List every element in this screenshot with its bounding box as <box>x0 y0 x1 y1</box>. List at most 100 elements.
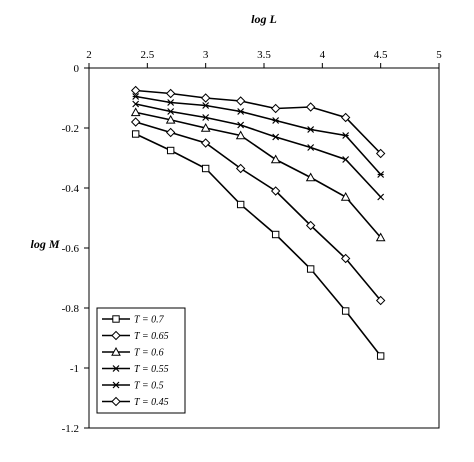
series-t045 <box>130 85 386 159</box>
series-line <box>135 121 382 302</box>
data-point <box>111 330 121 341</box>
marker-stroke <box>342 156 350 163</box>
data-point <box>340 112 351 123</box>
marker-stroke <box>237 121 245 129</box>
marker-stroke <box>377 193 385 201</box>
data-point <box>272 133 280 141</box>
data-point <box>271 230 280 239</box>
y-tick-label: -0.6 <box>62 243 80 255</box>
x-axis-title: log L <box>251 12 277 26</box>
y-tick-label: -1 <box>70 363 79 375</box>
marker-stroke <box>132 100 140 108</box>
legend-label: T = 0.5 <box>134 381 164 392</box>
y-axis-title: log M <box>30 237 59 251</box>
data-point <box>111 346 121 356</box>
y-tick-label: -0.4 <box>62 183 80 195</box>
y-tick-label: 0 <box>74 63 80 75</box>
data-point <box>305 220 316 231</box>
series-t05 <box>132 93 385 178</box>
data-point <box>235 96 246 106</box>
data-point <box>342 156 350 163</box>
x-tick-label: 5 <box>436 49 442 61</box>
data-point <box>200 122 211 132</box>
data-point <box>131 130 140 138</box>
data-point <box>376 352 385 360</box>
series-line <box>135 95 382 176</box>
data-point <box>132 93 140 100</box>
y-tick-label: -0.2 <box>62 123 79 135</box>
data-point <box>305 172 316 182</box>
data-point <box>305 102 316 112</box>
x-tick-label: 2 <box>86 49 92 61</box>
data-point <box>377 193 385 201</box>
data-point <box>112 381 120 389</box>
data-point <box>340 253 351 264</box>
data-point <box>236 200 245 209</box>
data-point <box>112 365 120 372</box>
data-point <box>270 103 281 114</box>
marker-stroke <box>112 365 120 372</box>
data-point <box>202 102 210 109</box>
data-point <box>307 144 315 151</box>
data-point <box>270 186 281 196</box>
data-point <box>342 132 350 139</box>
data-point <box>166 146 175 155</box>
data-point <box>200 93 211 103</box>
legend-label: T = 0.6 <box>134 348 164 359</box>
series-t065 <box>130 117 386 306</box>
x-tick-label: 3 <box>203 49 209 61</box>
data-point <box>375 232 386 242</box>
data-point <box>165 88 176 99</box>
data-point <box>307 126 315 133</box>
marker-stroke <box>167 108 175 115</box>
data-point <box>235 163 246 174</box>
data-point <box>270 154 281 164</box>
data-point <box>130 107 141 117</box>
x-tick-label: 4.5 <box>374 49 388 61</box>
legend-label: T = 0.55 <box>134 364 169 375</box>
data-point <box>341 307 350 315</box>
data-point <box>132 100 140 108</box>
data-point <box>377 171 385 178</box>
data-point <box>130 117 141 127</box>
data-point <box>201 164 210 173</box>
x-tick-label: 3.5 <box>257 49 271 61</box>
series-line <box>135 111 382 239</box>
y-tick-label: -0.8 <box>62 303 80 315</box>
legend-label: T = 0.65 <box>134 331 169 342</box>
data-point <box>167 99 175 106</box>
data-point <box>237 121 245 129</box>
marker-stroke <box>307 144 315 151</box>
data-point <box>200 138 211 148</box>
data-point <box>111 396 121 407</box>
data-point <box>375 295 386 306</box>
marker-stroke <box>202 114 210 121</box>
series-line <box>135 133 382 357</box>
x-tick-label: 4 <box>320 49 326 61</box>
data-point <box>112 315 120 323</box>
marker-stroke <box>272 133 280 141</box>
y-tick-label: -1.2 <box>62 423 79 435</box>
data-point <box>340 191 351 201</box>
series-t07 <box>131 130 385 360</box>
series-line <box>135 103 382 198</box>
series-t055 <box>132 100 385 201</box>
data-point <box>167 108 175 115</box>
legend-box <box>96 307 186 414</box>
data-point <box>272 117 280 124</box>
legend: T = 0.7 T = 0.65 T = 0.6 T = 0.55 T = 0.5 T =… <box>96 307 186 414</box>
x-tick-label: 2.5 <box>140 49 154 61</box>
legend-label: T = 0.7 <box>134 315 165 326</box>
legend-label: T = 0.45 <box>134 397 169 408</box>
data-point <box>130 85 141 96</box>
data-point <box>202 114 210 121</box>
data-point <box>375 148 386 159</box>
data-point <box>165 114 176 124</box>
data-point <box>306 265 315 273</box>
data-point <box>165 127 176 138</box>
series-t06 <box>130 107 386 242</box>
series-line <box>135 89 382 155</box>
data-point <box>235 130 246 140</box>
plot-area: 2 2.5 3 3.5 4 4.5 5 0 -0.2 -0.4 -0.6 -0.8 -1 -1.2 T = … <box>62 49 443 435</box>
